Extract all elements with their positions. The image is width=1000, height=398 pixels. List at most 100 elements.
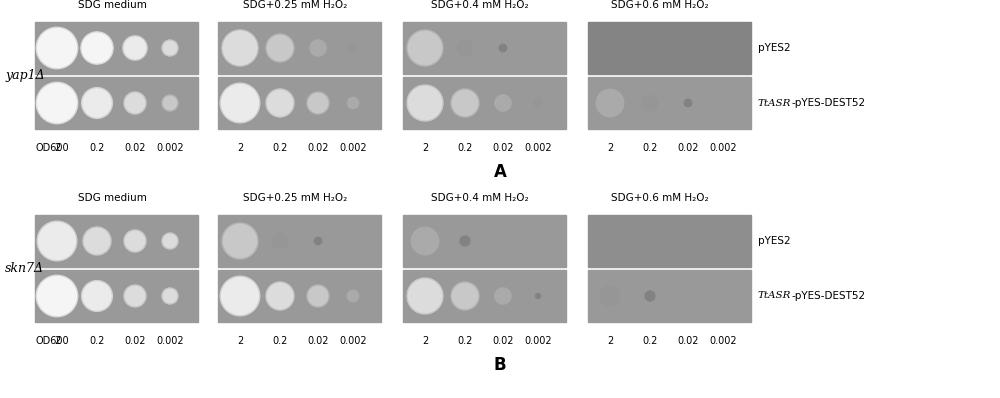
Circle shape	[162, 95, 178, 111]
Circle shape	[411, 226, 439, 256]
Circle shape	[266, 89, 294, 117]
Text: SDG+0.6 mM H₂O₂: SDG+0.6 mM H₂O₂	[611, 193, 709, 203]
Bar	[218, 77, 381, 129]
Text: 2: 2	[422, 336, 428, 346]
Circle shape	[596, 89, 624, 117]
Circle shape	[348, 43, 358, 53]
Bar	[588, 270, 751, 322]
Circle shape	[162, 40, 178, 56]
Text: 0.2: 0.2	[457, 143, 473, 153]
Text: 0.002: 0.002	[339, 143, 367, 153]
Circle shape	[220, 83, 260, 123]
Text: OD600: OD600	[35, 336, 69, 346]
Circle shape	[82, 281, 112, 311]
Circle shape	[37, 221, 77, 261]
Text: TtASR: TtASR	[758, 98, 792, 107]
Text: 0.002: 0.002	[709, 336, 737, 346]
Circle shape	[407, 278, 443, 314]
Circle shape	[123, 36, 147, 60]
Circle shape	[533, 98, 543, 108]
Text: 2: 2	[54, 336, 60, 346]
Text: pYES2: pYES2	[758, 43, 791, 53]
Circle shape	[451, 89, 479, 117]
Bar	[403, 22, 566, 74]
Text: SDG medium: SDG medium	[78, 0, 146, 10]
Text: 0.02: 0.02	[307, 336, 329, 346]
Text: 0.002: 0.002	[524, 143, 552, 153]
Bar	[588, 22, 751, 74]
Text: 2: 2	[607, 336, 613, 346]
Bar	[35, 270, 198, 322]
Bar	[218, 22, 381, 74]
Text: pYES2: pYES2	[758, 236, 791, 246]
Text: 0.002: 0.002	[339, 336, 367, 346]
Circle shape	[162, 233, 178, 249]
Text: B: B	[494, 356, 506, 374]
Circle shape	[307, 92, 329, 114]
Circle shape	[451, 282, 479, 310]
Text: 0.002: 0.002	[524, 336, 552, 346]
Text: SDG medium: SDG medium	[78, 193, 146, 203]
Circle shape	[266, 34, 294, 62]
Text: 0.02: 0.02	[124, 143, 146, 153]
Text: 0.2: 0.2	[89, 336, 105, 346]
Bar	[588, 215, 751, 267]
Bar	[35, 215, 198, 267]
Bar	[403, 270, 566, 322]
Circle shape	[407, 30, 443, 66]
Text: 0.002: 0.002	[156, 143, 184, 153]
Circle shape	[457, 39, 473, 57]
Circle shape	[83, 227, 111, 255]
Circle shape	[494, 94, 512, 112]
Circle shape	[124, 92, 146, 114]
Text: 2: 2	[237, 143, 243, 153]
Circle shape	[684, 99, 692, 107]
Circle shape	[347, 290, 359, 302]
Bar	[588, 77, 751, 129]
Bar	[218, 215, 381, 267]
Bar	[35, 22, 198, 74]
Text: 0.002: 0.002	[156, 336, 184, 346]
Text: SDG+0.25 mM H₂O₂: SDG+0.25 mM H₂O₂	[243, 0, 347, 10]
Circle shape	[307, 285, 329, 307]
Circle shape	[642, 95, 658, 111]
Circle shape	[36, 275, 78, 317]
Text: 0.002: 0.002	[709, 143, 737, 153]
Circle shape	[272, 232, 288, 250]
Text: 0.02: 0.02	[124, 336, 146, 346]
Circle shape	[36, 82, 78, 124]
Bar	[403, 77, 566, 129]
Text: OD600: OD600	[35, 143, 69, 153]
Text: 0.2: 0.2	[89, 143, 105, 153]
Circle shape	[459, 235, 471, 247]
Circle shape	[36, 27, 78, 69]
Text: 0.02: 0.02	[677, 336, 699, 346]
Text: 0.2: 0.2	[642, 143, 658, 153]
Text: SDG+0.6 mM H₂O₂: SDG+0.6 mM H₂O₂	[611, 0, 709, 10]
Text: SDG+0.4 mM H₂O₂: SDG+0.4 mM H₂O₂	[431, 0, 529, 10]
Text: yap1Δ: yap1Δ	[5, 69, 45, 82]
Text: SDG+0.4 mM H₂O₂: SDG+0.4 mM H₂O₂	[431, 193, 529, 203]
Text: 2: 2	[54, 143, 60, 153]
Text: 0.2: 0.2	[642, 336, 658, 346]
Text: SDG+0.25 mM H₂O₂: SDG+0.25 mM H₂O₂	[243, 193, 347, 203]
Bar	[218, 270, 381, 322]
Text: 2: 2	[237, 336, 243, 346]
Circle shape	[124, 230, 146, 252]
Circle shape	[407, 85, 443, 121]
Circle shape	[222, 30, 258, 66]
Text: skn7Δ: skn7Δ	[5, 262, 44, 275]
Circle shape	[220, 276, 260, 316]
Circle shape	[82, 88, 112, 118]
Bar	[403, 215, 566, 267]
Text: 2: 2	[607, 143, 613, 153]
Circle shape	[266, 282, 294, 310]
Text: 0.02: 0.02	[677, 143, 699, 153]
Circle shape	[162, 288, 178, 304]
Text: 0.02: 0.02	[492, 336, 514, 346]
Circle shape	[222, 223, 258, 259]
Circle shape	[81, 32, 113, 64]
Circle shape	[347, 97, 359, 109]
Text: 0.2: 0.2	[272, 336, 288, 346]
Circle shape	[644, 291, 656, 302]
